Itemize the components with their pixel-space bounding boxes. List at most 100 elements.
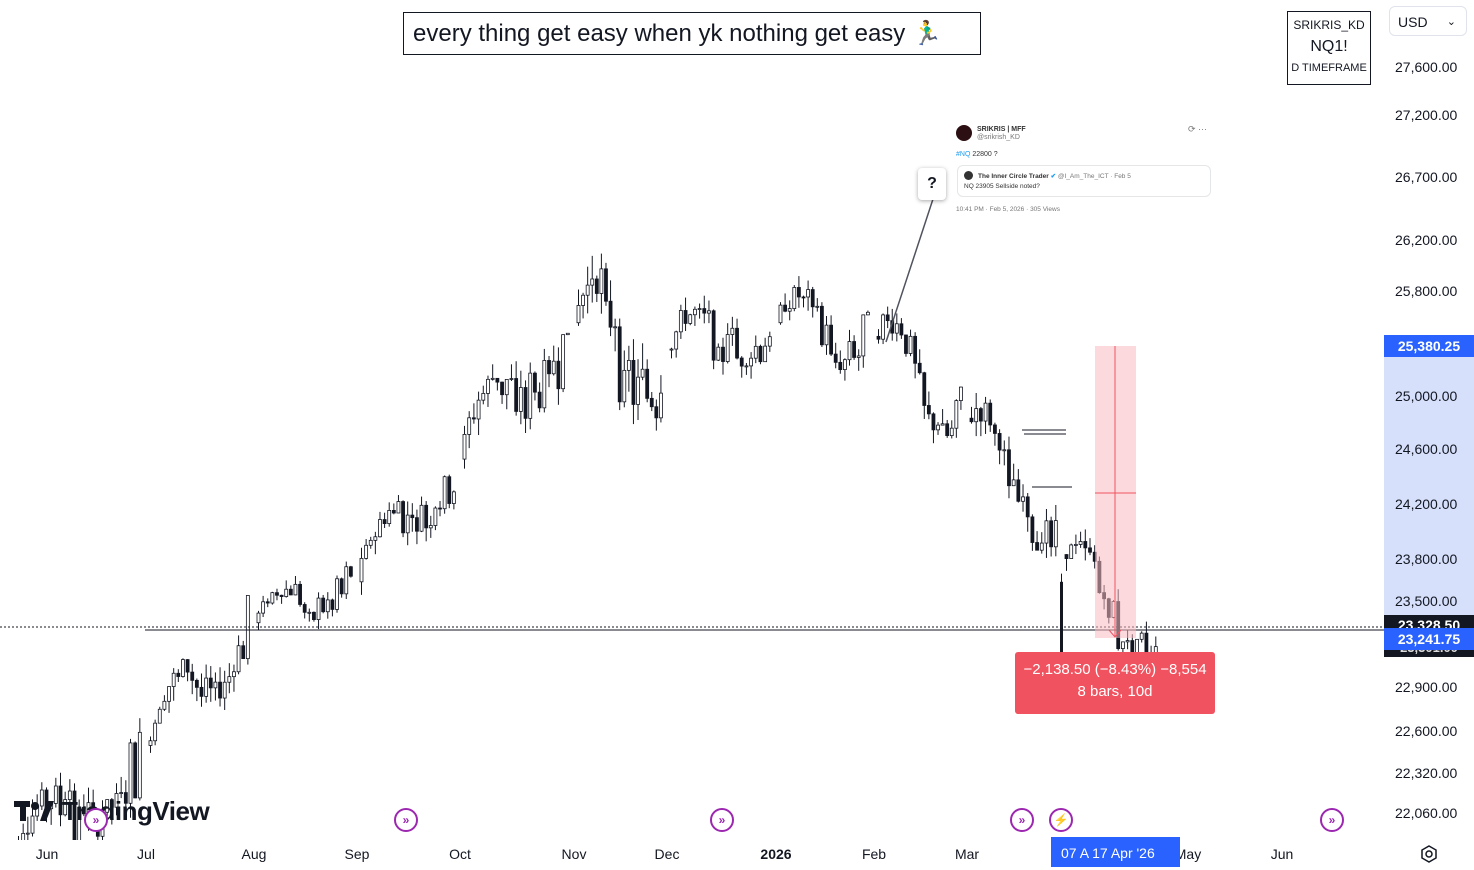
- quote-text-box[interactable]: every thing get easy when yk nothing get…: [403, 12, 981, 55]
- candle-body: [21, 832, 26, 840]
- candle-body: [1002, 449, 1007, 452]
- candle-body: [288, 588, 293, 596]
- forward-arrow-icon[interactable]: »: [394, 808, 418, 832]
- price-label: 22,320.00: [1395, 765, 1458, 781]
- candle-body: [1121, 641, 1125, 650]
- candle-body: [866, 311, 870, 316]
- candle-body: [604, 268, 608, 302]
- candle-body: [275, 592, 279, 596]
- forward-arrow-icon[interactable]: »: [84, 808, 108, 832]
- candle-body: [711, 310, 716, 361]
- tweet-author: SRIKRIS | MFF: [977, 126, 1026, 133]
- candle-body: [631, 359, 636, 405]
- candle-body: [410, 514, 415, 519]
- candle-body: [447, 476, 452, 504]
- gear-icon[interactable]: [1418, 843, 1440, 865]
- candle-body: [25, 832, 30, 835]
- tradingview-logo[interactable]: TradingView: [14, 795, 210, 827]
- candle-body: [378, 519, 382, 538]
- candle-body: [462, 434, 467, 460]
- time-label-year: 2026: [760, 846, 792, 862]
- candle-body: [495, 377, 500, 383]
- candle-body: [396, 501, 401, 514]
- time-label: Oct: [449, 846, 471, 862]
- price-label: 26,700.00: [1395, 169, 1458, 185]
- quoted-text: NQ 23905 Sellside noted?: [964, 183, 1040, 190]
- candle-body: [1035, 542, 1039, 551]
- candle-body: [749, 357, 753, 367]
- price-label: 25,800.00: [1395, 283, 1458, 299]
- candle-body: [419, 504, 424, 532]
- candle-body: [537, 391, 542, 409]
- price-label: 23,500.00: [1395, 593, 1458, 609]
- candle-body: [344, 566, 349, 595]
- tradingview-logo-icon: [14, 797, 58, 825]
- tweet-meta: 10:41 PM · Feb 5, 2026 · 305 Views: [956, 206, 1060, 213]
- candle-body: [133, 742, 138, 799]
- time-label: Aug: [241, 846, 267, 862]
- candle-body: [504, 379, 509, 396]
- candle-body: [39, 789, 44, 807]
- candle-body: [270, 592, 275, 604]
- candle-body: [442, 476, 447, 510]
- candle-body: [913, 335, 918, 364]
- candle-body: [428, 525, 433, 529]
- candle-body: [114, 793, 119, 808]
- candle-body: [509, 378, 514, 380]
- candle-body: [885, 314, 890, 322]
- candle-body: [1025, 496, 1030, 518]
- candle-body: [993, 424, 997, 434]
- tweet-handle: @srikrish_KD: [977, 134, 1020, 141]
- candle-body: [368, 539, 373, 546]
- candle-body: [1044, 520, 1049, 544]
- candle-body: [561, 334, 566, 390]
- candle-body: [852, 341, 856, 358]
- candle-body: [490, 377, 495, 380]
- candle-body: [471, 417, 476, 420]
- candle-body: [148, 740, 153, 746]
- candle-body: [983, 402, 988, 422]
- candle-body: [185, 659, 190, 673]
- symbol-label: NQ1!: [1310, 38, 1348, 55]
- candle-body: [922, 372, 927, 406]
- quote-text: every thing get easy when yk nothing get…: [413, 20, 942, 47]
- candle-body: [241, 645, 246, 660]
- candle-body: [58, 785, 63, 816]
- candle-body: [119, 792, 124, 794]
- candle-body: [486, 378, 490, 394]
- lightning-icon[interactable]: ⚡: [1049, 808, 1073, 832]
- candle-body: [585, 284, 590, 296]
- symbol-info-box[interactable]: SRIKRIS_KD NQ1! D TIMEFRAME: [1287, 11, 1371, 85]
- price-label: 27,600.00: [1395, 59, 1458, 75]
- quoted-author: The Inner Circle Trader ✔ @I_Am_The_ICT …: [978, 173, 1131, 180]
- candle-body: [949, 427, 954, 436]
- candle-body: [467, 417, 472, 435]
- candle-body: [838, 361, 843, 370]
- candle-body: [162, 700, 167, 710]
- candle-body: [881, 314, 885, 340]
- candle-body: [894, 323, 899, 334]
- candle-body: [542, 360, 547, 409]
- candle-body: [256, 612, 261, 624]
- candle-body: [590, 278, 595, 286]
- candle-body: [1053, 520, 1058, 548]
- candle-body: [523, 387, 528, 419]
- price-chart[interactable]: [0, 0, 1384, 840]
- time-label: Jul: [137, 846, 155, 862]
- tweet-connector: [885, 195, 935, 343]
- time-label: May: [1174, 846, 1202, 862]
- forward-arrow-icon[interactable]: »: [1010, 808, 1034, 832]
- candle-body: [829, 324, 833, 355]
- candle-body: [1007, 449, 1011, 487]
- callout-bubble[interactable]: ?: [918, 168, 946, 200]
- forward-arrow-icon[interactable]: »: [710, 808, 734, 832]
- candle-body: [917, 362, 922, 374]
- currency-select[interactable]: USD ⌄: [1389, 6, 1467, 36]
- candle-body: [335, 578, 339, 610]
- forward-arrow-icon[interactable]: »: [1320, 808, 1344, 832]
- candle-body: [820, 305, 824, 346]
- candle-body: [284, 588, 289, 597]
- price-tag-upper: 25,380.25: [1384, 335, 1474, 357]
- tweet-image[interactable]: SRIKRIS | MFF @srikrish_KD ⟳ ··· #NQ 228…: [953, 120, 1215, 216]
- candle-body: [222, 681, 227, 699]
